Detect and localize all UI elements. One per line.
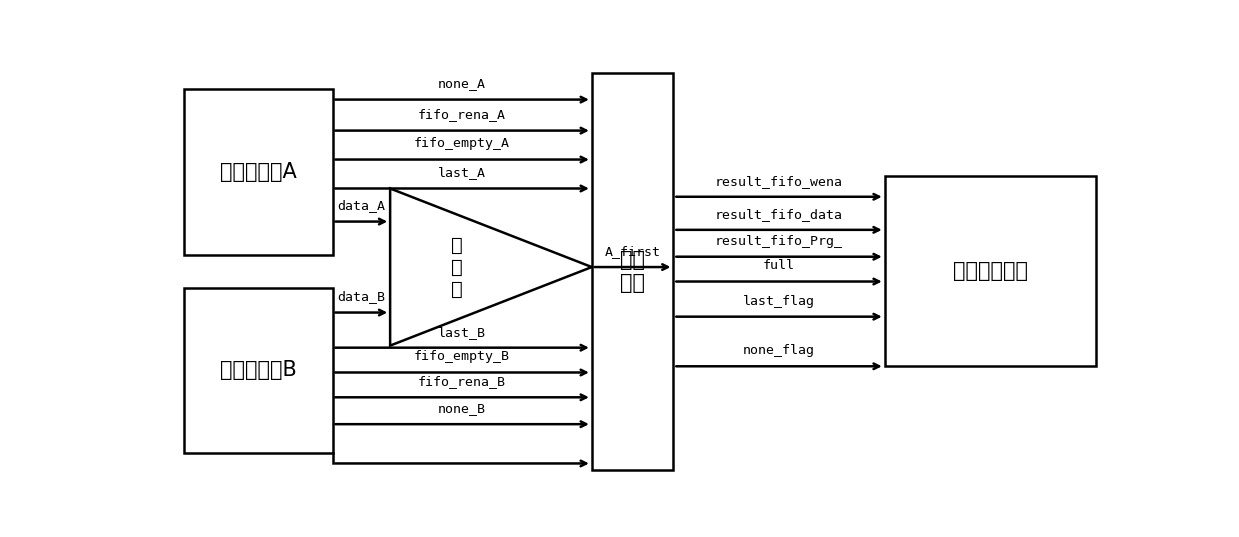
Text: 读取
控制: 读取 控制 [620,250,646,293]
Text: result_fifo_Prg_: result_fifo_Prg_ [715,235,843,248]
Text: data_A: data_A [337,199,385,213]
Text: result_fifo_wena: result_fifo_wena [715,175,843,187]
Bar [592,72,674,470]
Text: 待排序队列B: 待排序队列B [219,360,296,380]
Text: 排序结果队列: 排序结果队列 [953,261,1028,281]
Text: fifo_empty_A: fifo_empty_A [414,137,510,150]
Text: last_A: last_A [439,166,486,179]
Text: result_fifo_data: result_fifo_data [715,208,843,221]
Text: last_B: last_B [439,325,486,339]
Text: 比
较
器: 比 较 器 [451,236,463,299]
Text: fifo_rena_B: fifo_rena_B [418,375,507,388]
Text: none_flag: none_flag [743,344,815,357]
Bar [183,288,332,453]
Text: fifo_rena_A: fifo_rena_A [418,108,507,121]
Text: none_A: none_A [439,77,486,91]
Text: full: full [763,259,795,272]
Text: fifo_empty_B: fifo_empty_B [414,351,510,364]
Text: A_first: A_first [605,245,660,258]
Text: 待排序队列A: 待排序队列A [219,162,296,182]
Bar [183,89,332,255]
Text: last_flag: last_flag [743,295,815,308]
Text: none_B: none_B [439,402,486,415]
Text: data_B: data_B [337,291,385,303]
Bar [885,176,1097,366]
Polygon shape [390,188,592,346]
